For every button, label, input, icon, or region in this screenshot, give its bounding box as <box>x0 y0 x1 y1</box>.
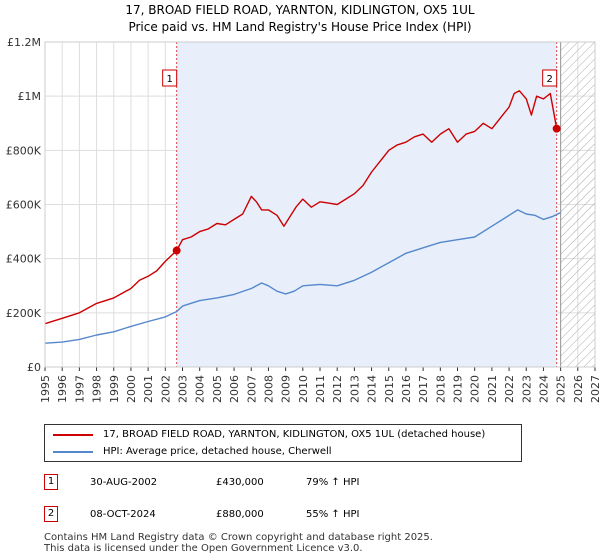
x-tick-label: 1996 <box>56 375 69 403</box>
x-tick-label: 2002 <box>159 375 172 403</box>
x-tick-label: 2025 <box>555 375 568 403</box>
x-tick-label: 2027 <box>589 375 600 403</box>
x-tick-label: 1995 <box>39 375 52 403</box>
y-tick-label: £200K <box>6 307 42 320</box>
x-tick-label: 2020 <box>469 375 482 403</box>
transaction-hpi: 55% ↑ HPI <box>306 509 360 520</box>
transaction-price: £880,000 <box>216 509 264 520</box>
y-tick-label: £1.2M <box>7 36 41 49</box>
x-tick-label: 2023 <box>520 375 533 403</box>
legend: 17, BROAD FIELD ROAD, YARNTON, KIDLINGTO… <box>44 424 522 462</box>
hpi-line <box>44 209 561 344</box>
transaction-date: 08-OCT-2024 <box>90 509 156 520</box>
x-tick-label: 1997 <box>73 375 86 403</box>
x-tick-label: 2017 <box>417 375 430 403</box>
x-tick-label: 2016 <box>400 375 413 403</box>
x-tick-label: 2008 <box>262 375 275 403</box>
legend-item-property: 17, BROAD FIELD ROAD, YARNTON, KIDLINGTO… <box>53 427 485 443</box>
transaction-badge: 1 <box>44 474 58 490</box>
x-tick-label: 2021 <box>486 375 499 403</box>
price-chart: 1 2 1995 1996 1997 1998 1999 2000 2001 2002 2003 2… <box>6 36 600 403</box>
y-tick-label: £800K <box>6 144 42 157</box>
x-tick-label: 2010 <box>297 375 310 403</box>
x-tick-label: 2022 <box>503 375 516 403</box>
transaction-badge: 2 <box>44 506 58 522</box>
x-tick-label: 1998 <box>91 375 104 403</box>
x-tick-label: 2004 <box>194 375 207 403</box>
legend-swatch-property <box>53 434 93 436</box>
x-tick-label: 2026 <box>572 375 585 403</box>
legend-item-hpi: HPI: Average price, detached house, Cher… <box>53 444 332 460</box>
y-tick-label: £1M <box>18 90 42 103</box>
transaction-price: £430,000 <box>216 477 264 488</box>
x-tick-label: 2012 <box>331 375 344 403</box>
x-tick-label: 2001 <box>142 375 155 403</box>
footer-licence: This data is licensed under the Open Gov… <box>44 543 363 554</box>
x-tick-label: 2011 <box>314 375 327 403</box>
ownership-shading <box>176 42 557 367</box>
x-tick-label: 2024 <box>537 375 550 403</box>
future-hatch <box>560 42 595 367</box>
legend-swatch-hpi <box>53 451 93 453</box>
x-tick-label: 2003 <box>177 375 190 403</box>
y-tick-label: £400K <box>6 253 42 266</box>
x-tick-label: 2014 <box>366 375 379 403</box>
transaction-label-box <box>542 69 558 87</box>
x-tick-label: 2007 <box>245 375 258 403</box>
x-tick-label: 1999 <box>108 375 121 403</box>
x-tick-label: 2009 <box>280 375 293 403</box>
transaction-marker <box>172 246 181 255</box>
x-tick-label: 2013 <box>348 375 361 403</box>
legend-label-property: 17, BROAD FIELD ROAD, YARNTON, KIDLINGTO… <box>103 429 486 440</box>
transaction-label: 2 <box>546 74 552 85</box>
y-tick-label: £600K <box>6 199 42 212</box>
x-tick-label: 2005 <box>211 375 224 403</box>
footer-copyright: Contains HM Land Registry data © Crown c… <box>44 532 433 543</box>
x-tick-label: 2018 <box>434 375 447 403</box>
y-tick-label: £0 <box>27 361 41 374</box>
transaction-date: 30-AUG-2002 <box>90 477 158 488</box>
legend-label-hpi: HPI: Average price, detached house, Cher… <box>103 446 332 457</box>
x-tick-label: 2000 <box>125 375 138 403</box>
plot-frame <box>44 41 596 368</box>
x-tick-label: 2015 <box>383 375 396 403</box>
transaction-hpi: 79% ↑ HPI <box>306 477 360 488</box>
transaction-marker <box>552 124 561 133</box>
chart-subtitle: Price paid vs. HM Land Registry's House … <box>128 20 472 34</box>
x-tick-label: 2006 <box>228 375 241 403</box>
chart-title: 17, BROAD FIELD ROAD, YARNTON, KIDLINGTO… <box>125 3 475 17</box>
transaction-label-box <box>162 69 178 87</box>
transaction-label: 1 <box>166 74 172 85</box>
x-tick-label: 2019 <box>452 375 465 403</box>
